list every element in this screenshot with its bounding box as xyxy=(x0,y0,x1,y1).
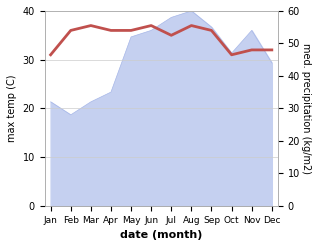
Y-axis label: med. precipitation (kg/m2): med. precipitation (kg/m2) xyxy=(301,43,311,174)
X-axis label: date (month): date (month) xyxy=(120,230,203,240)
Y-axis label: max temp (C): max temp (C) xyxy=(7,75,17,142)
